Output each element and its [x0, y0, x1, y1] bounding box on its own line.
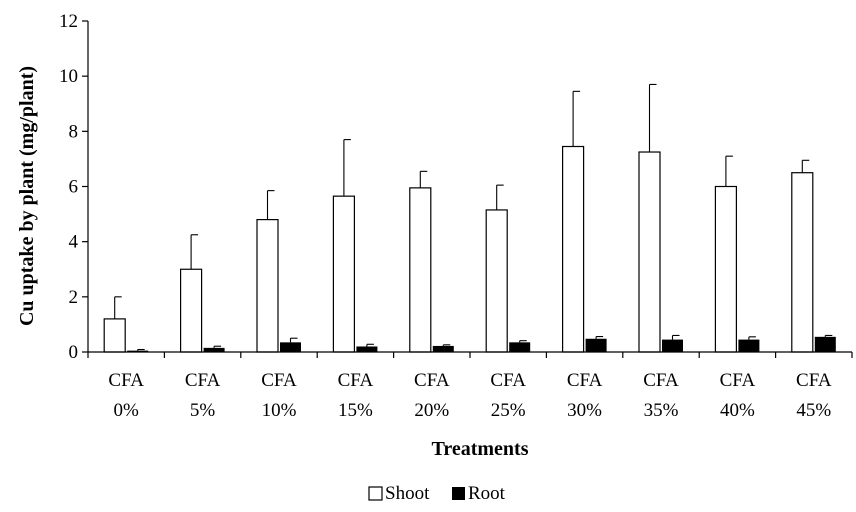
- bar: [203, 347, 225, 352]
- x-tick-label: 0%: [114, 400, 140, 421]
- y-tick-label: 10: [59, 66, 78, 87]
- bar: [356, 346, 378, 352]
- legend-label-root: Root: [468, 483, 506, 504]
- y-tick-label: 6: [69, 177, 79, 198]
- x-tick-label: 40%: [720, 400, 755, 421]
- legend-swatch-shoot: [368, 486, 383, 501]
- x-tick-label: CFA: [108, 370, 144, 391]
- legend-label-shoot: Shoot: [385, 483, 430, 504]
- x-tick-label: CFA: [414, 370, 450, 391]
- x-tick-label: 5%: [190, 400, 216, 421]
- y-axis-ticks: 0 2 4 6 8 10 12: [59, 11, 88, 363]
- bar: [791, 172, 814, 353]
- x-tick-label: CFA: [796, 370, 832, 391]
- bar: [127, 350, 149, 352]
- x-tick-label: CFA: [490, 370, 526, 391]
- x-tick-label: 25%: [491, 400, 526, 421]
- legend-swatch-root: [452, 487, 465, 500]
- bar: [561, 145, 585, 353]
- x-tick-label: CFA: [185, 370, 221, 391]
- x-axis-ticks: CFA 0% CFA 5% CFA 10% CFA 15% CFA 20% CFA 25% CFA 30%…: [87, 352, 853, 421]
- bar: [509, 342, 531, 352]
- x-tick-label: CFA: [567, 370, 603, 391]
- y-tick-label: 4: [69, 232, 79, 253]
- bar: [814, 336, 836, 352]
- y-tick-label: 2: [69, 287, 79, 308]
- bar: [432, 345, 454, 352]
- bar: [662, 339, 683, 352]
- y-tick-label: 0: [69, 342, 79, 363]
- legend: Shoot Root: [368, 483, 506, 504]
- series-root: [127, 334, 836, 352]
- bar: [409, 187, 432, 353]
- x-tick-label: 35%: [644, 400, 679, 421]
- bar: [738, 339, 760, 352]
- plot-area: [103, 83, 836, 353]
- x-tick-label: CFA: [338, 370, 374, 391]
- x-tick-label: 30%: [567, 400, 602, 421]
- y-tick-label: 12: [59, 11, 78, 32]
- bar: [256, 219, 279, 353]
- bar: [103, 318, 126, 353]
- x-tick-label: CFA: [261, 370, 297, 391]
- y-axis-title: Cu uptake by plant (mg/plant): [16, 66, 38, 326]
- bar: [180, 268, 203, 353]
- bar: [332, 195, 355, 353]
- bar: [638, 151, 661, 353]
- x-tick-label: 15%: [338, 400, 373, 421]
- x-axis-title: Treatments: [431, 438, 528, 460]
- x-tick-label: 45%: [796, 400, 831, 421]
- x-tick-label: CFA: [720, 370, 756, 391]
- bar: [714, 185, 738, 353]
- bar: [485, 209, 508, 353]
- x-tick-label: 20%: [414, 400, 449, 421]
- x-tick-label: CFA: [643, 370, 679, 391]
- series-shoot: [103, 83, 814, 353]
- bar: [585, 338, 607, 352]
- bar: [280, 342, 301, 352]
- y-tick-label: 8: [69, 121, 79, 142]
- x-tick-label: 10%: [262, 400, 297, 421]
